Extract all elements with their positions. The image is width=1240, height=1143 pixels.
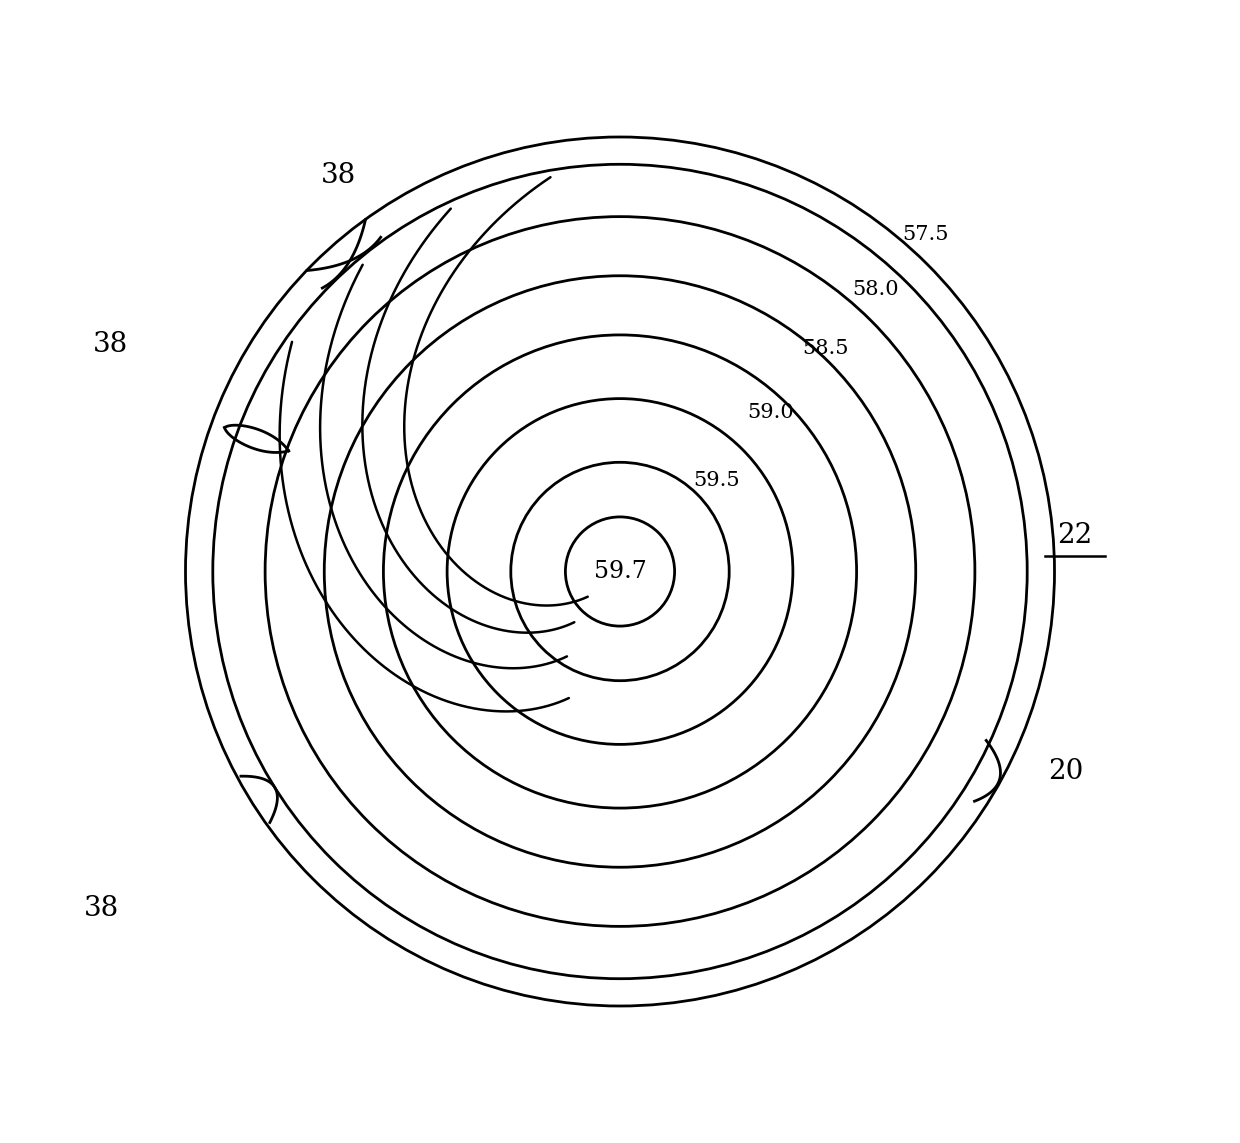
Text: 38: 38 xyxy=(93,330,129,358)
Text: 59.7: 59.7 xyxy=(594,560,646,583)
Text: 59.0: 59.0 xyxy=(748,402,794,422)
Text: 20: 20 xyxy=(1048,758,1083,785)
Text: 59.5: 59.5 xyxy=(693,471,739,490)
Text: 58.5: 58.5 xyxy=(802,339,848,358)
Text: 58.0: 58.0 xyxy=(852,280,899,299)
Text: 22: 22 xyxy=(1058,521,1092,549)
Text: 38: 38 xyxy=(84,895,119,921)
Text: 38: 38 xyxy=(321,162,356,190)
Text: 57.5: 57.5 xyxy=(901,225,949,245)
